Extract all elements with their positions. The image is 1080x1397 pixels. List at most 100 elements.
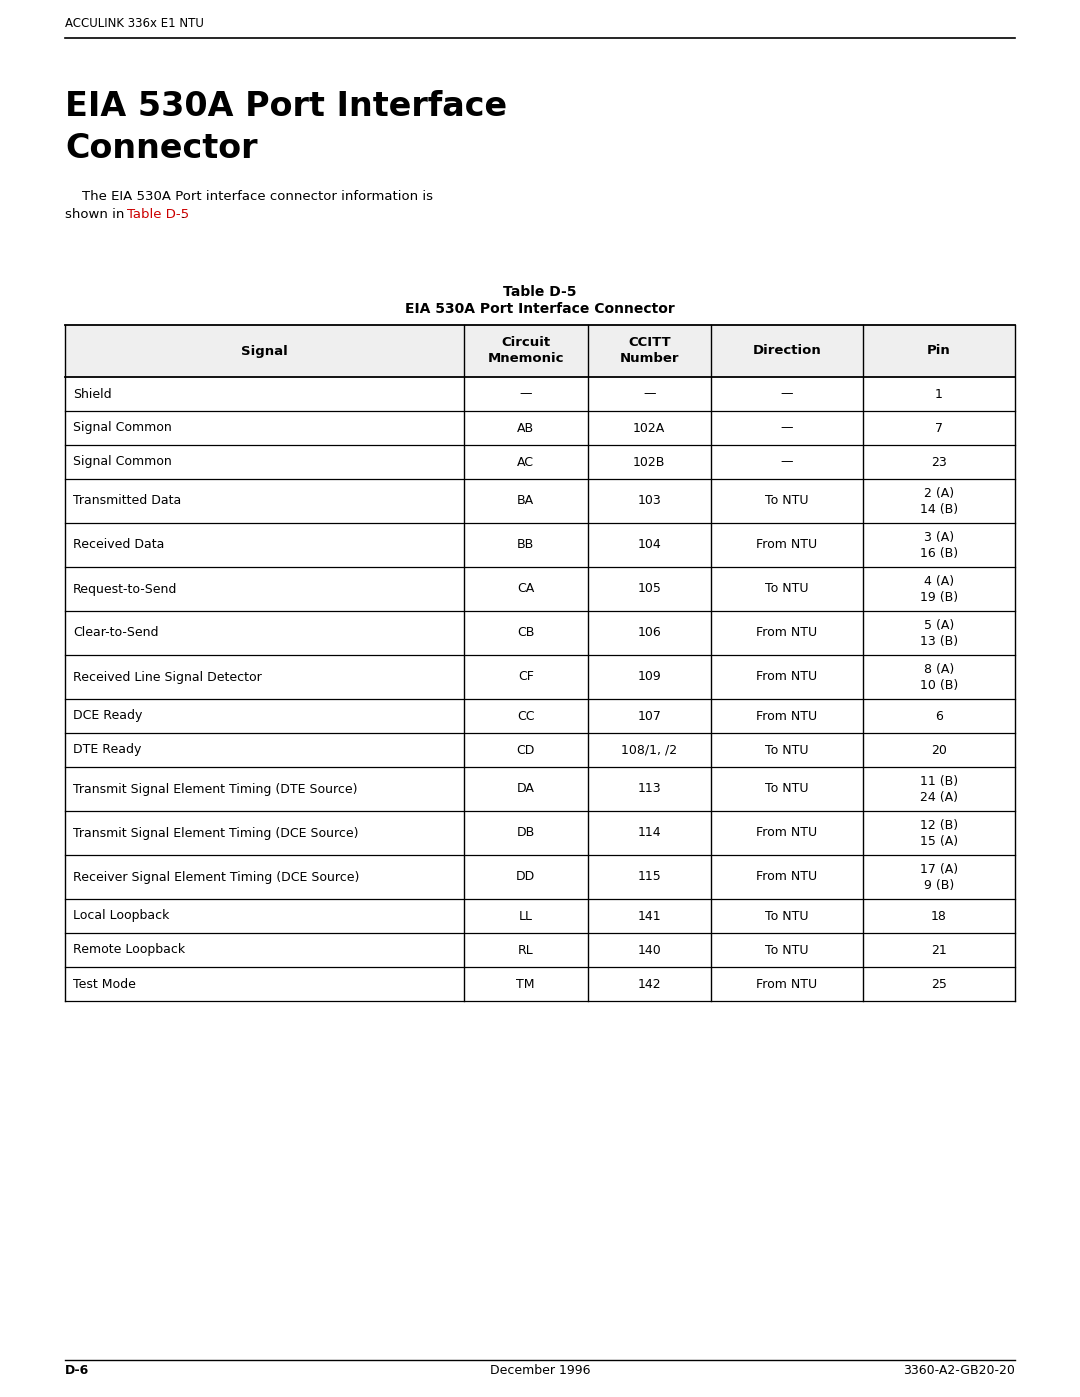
Text: From NTU: From NTU — [756, 538, 818, 552]
Text: EIA 530A Port Interface Connector: EIA 530A Port Interface Connector — [405, 302, 675, 316]
Text: Remote Loopback: Remote Loopback — [73, 943, 185, 957]
Text: CB: CB — [517, 626, 535, 640]
Text: 114: 114 — [637, 827, 661, 840]
Text: 18: 18 — [931, 909, 947, 922]
Text: To NTU: To NTU — [766, 583, 809, 595]
Text: 6: 6 — [935, 710, 943, 722]
Text: Transmit Signal Element Timing (DCE Source): Transmit Signal Element Timing (DCE Sour… — [73, 827, 359, 840]
Text: Signal: Signal — [241, 345, 288, 358]
Text: 140: 140 — [637, 943, 661, 957]
Bar — [65, 812, 1015, 855]
Text: —: — — [643, 387, 656, 401]
Text: BB: BB — [517, 538, 535, 552]
Text: TM: TM — [516, 978, 535, 990]
Text: To NTU: To NTU — [766, 495, 809, 507]
Text: —: — — [519, 387, 532, 401]
Text: CD: CD — [516, 743, 535, 757]
Text: 102B: 102B — [633, 455, 665, 468]
Text: To NTU: To NTU — [766, 743, 809, 757]
Bar — [65, 967, 1015, 1002]
Text: DCE Ready: DCE Ready — [73, 710, 143, 722]
Text: Connector: Connector — [65, 131, 257, 165]
Text: 3 (A)
16 (B): 3 (A) 16 (B) — [920, 531, 958, 560]
Text: 104: 104 — [637, 538, 661, 552]
Bar — [65, 855, 1015, 900]
Text: Clear-to-Send: Clear-to-Send — [73, 626, 159, 640]
Text: From NTU: From NTU — [756, 978, 818, 990]
Text: DA: DA — [517, 782, 535, 795]
Text: 105: 105 — [637, 583, 661, 595]
Text: D-6: D-6 — [65, 1363, 90, 1377]
Text: 107: 107 — [637, 710, 661, 722]
Text: 1: 1 — [935, 387, 943, 401]
Text: Transmitted Data: Transmitted Data — [73, 495, 181, 507]
Text: Local Loopback: Local Loopback — [73, 909, 170, 922]
Text: ACCULINK 336x E1 NTU: ACCULINK 336x E1 NTU — [65, 17, 204, 29]
Text: DD: DD — [516, 870, 536, 883]
Text: From NTU: From NTU — [756, 671, 818, 683]
Bar — [65, 522, 1015, 567]
Text: EIA 530A Port Interface: EIA 530A Port Interface — [65, 89, 508, 123]
Text: 102A: 102A — [633, 422, 665, 434]
Text: shown in: shown in — [65, 208, 129, 221]
Bar — [65, 733, 1015, 767]
Text: CA: CA — [517, 583, 535, 595]
Text: 5 (A)
13 (B): 5 (A) 13 (B) — [920, 619, 958, 647]
Text: 21: 21 — [931, 943, 947, 957]
Text: DB: DB — [516, 827, 535, 840]
Text: Test Mode: Test Mode — [73, 978, 136, 990]
Text: 4 (A)
19 (B): 4 (A) 19 (B) — [920, 574, 958, 604]
Text: AC: AC — [517, 455, 535, 468]
Text: CC: CC — [517, 710, 535, 722]
Text: To NTU: To NTU — [766, 782, 809, 795]
Text: Transmit Signal Element Timing (DTE Source): Transmit Signal Element Timing (DTE Sour… — [73, 782, 357, 795]
Bar — [65, 446, 1015, 479]
Text: 8 (A)
10 (B): 8 (A) 10 (B) — [920, 662, 958, 692]
Text: 142: 142 — [637, 978, 661, 990]
Text: From NTU: From NTU — [756, 827, 818, 840]
Text: Direction: Direction — [753, 345, 822, 358]
Text: 115: 115 — [637, 870, 661, 883]
Text: 25: 25 — [931, 978, 947, 990]
Bar — [65, 610, 1015, 655]
Text: CF: CF — [517, 671, 534, 683]
Text: CCITT
Number: CCITT Number — [620, 337, 679, 366]
Text: 23: 23 — [931, 455, 947, 468]
Text: 103: 103 — [637, 495, 661, 507]
Text: —: — — [781, 387, 793, 401]
Text: DTE Ready: DTE Ready — [73, 743, 141, 757]
Text: 141: 141 — [637, 909, 661, 922]
Bar — [65, 900, 1015, 933]
Text: 20: 20 — [931, 743, 947, 757]
Text: LL: LL — [518, 909, 532, 922]
Text: Shield: Shield — [73, 387, 111, 401]
Text: 109: 109 — [637, 671, 661, 683]
Bar — [65, 767, 1015, 812]
Text: 7: 7 — [935, 422, 943, 434]
Text: Signal Common: Signal Common — [73, 422, 172, 434]
Bar — [65, 567, 1015, 610]
Text: The EIA 530A Port interface connector information is: The EIA 530A Port interface connector in… — [82, 190, 433, 203]
Text: To NTU: To NTU — [766, 943, 809, 957]
Text: December 1996: December 1996 — [489, 1363, 591, 1377]
Text: Received Line Signal Detector: Received Line Signal Detector — [73, 671, 261, 683]
Bar — [65, 411, 1015, 446]
Bar — [65, 377, 1015, 411]
Text: Table D-5: Table D-5 — [127, 208, 189, 221]
Text: Table D-5: Table D-5 — [503, 285, 577, 299]
Text: Pin: Pin — [927, 345, 950, 358]
Text: Request-to-Send: Request-to-Send — [73, 583, 177, 595]
Text: To NTU: To NTU — [766, 909, 809, 922]
Text: From NTU: From NTU — [756, 870, 818, 883]
Text: 113: 113 — [637, 782, 661, 795]
Text: RL: RL — [518, 943, 534, 957]
Text: 106: 106 — [637, 626, 661, 640]
Text: 11 (B)
24 (A): 11 (B) 24 (A) — [920, 774, 958, 803]
Text: Signal Common: Signal Common — [73, 455, 172, 468]
Text: .: . — [181, 208, 185, 221]
Text: 17 (A)
9 (B): 17 (A) 9 (B) — [920, 862, 958, 891]
Bar — [65, 933, 1015, 967]
Text: 2 (A)
14 (B): 2 (A) 14 (B) — [920, 486, 958, 515]
Text: Received Data: Received Data — [73, 538, 164, 552]
Text: 108/1, /2: 108/1, /2 — [621, 743, 677, 757]
